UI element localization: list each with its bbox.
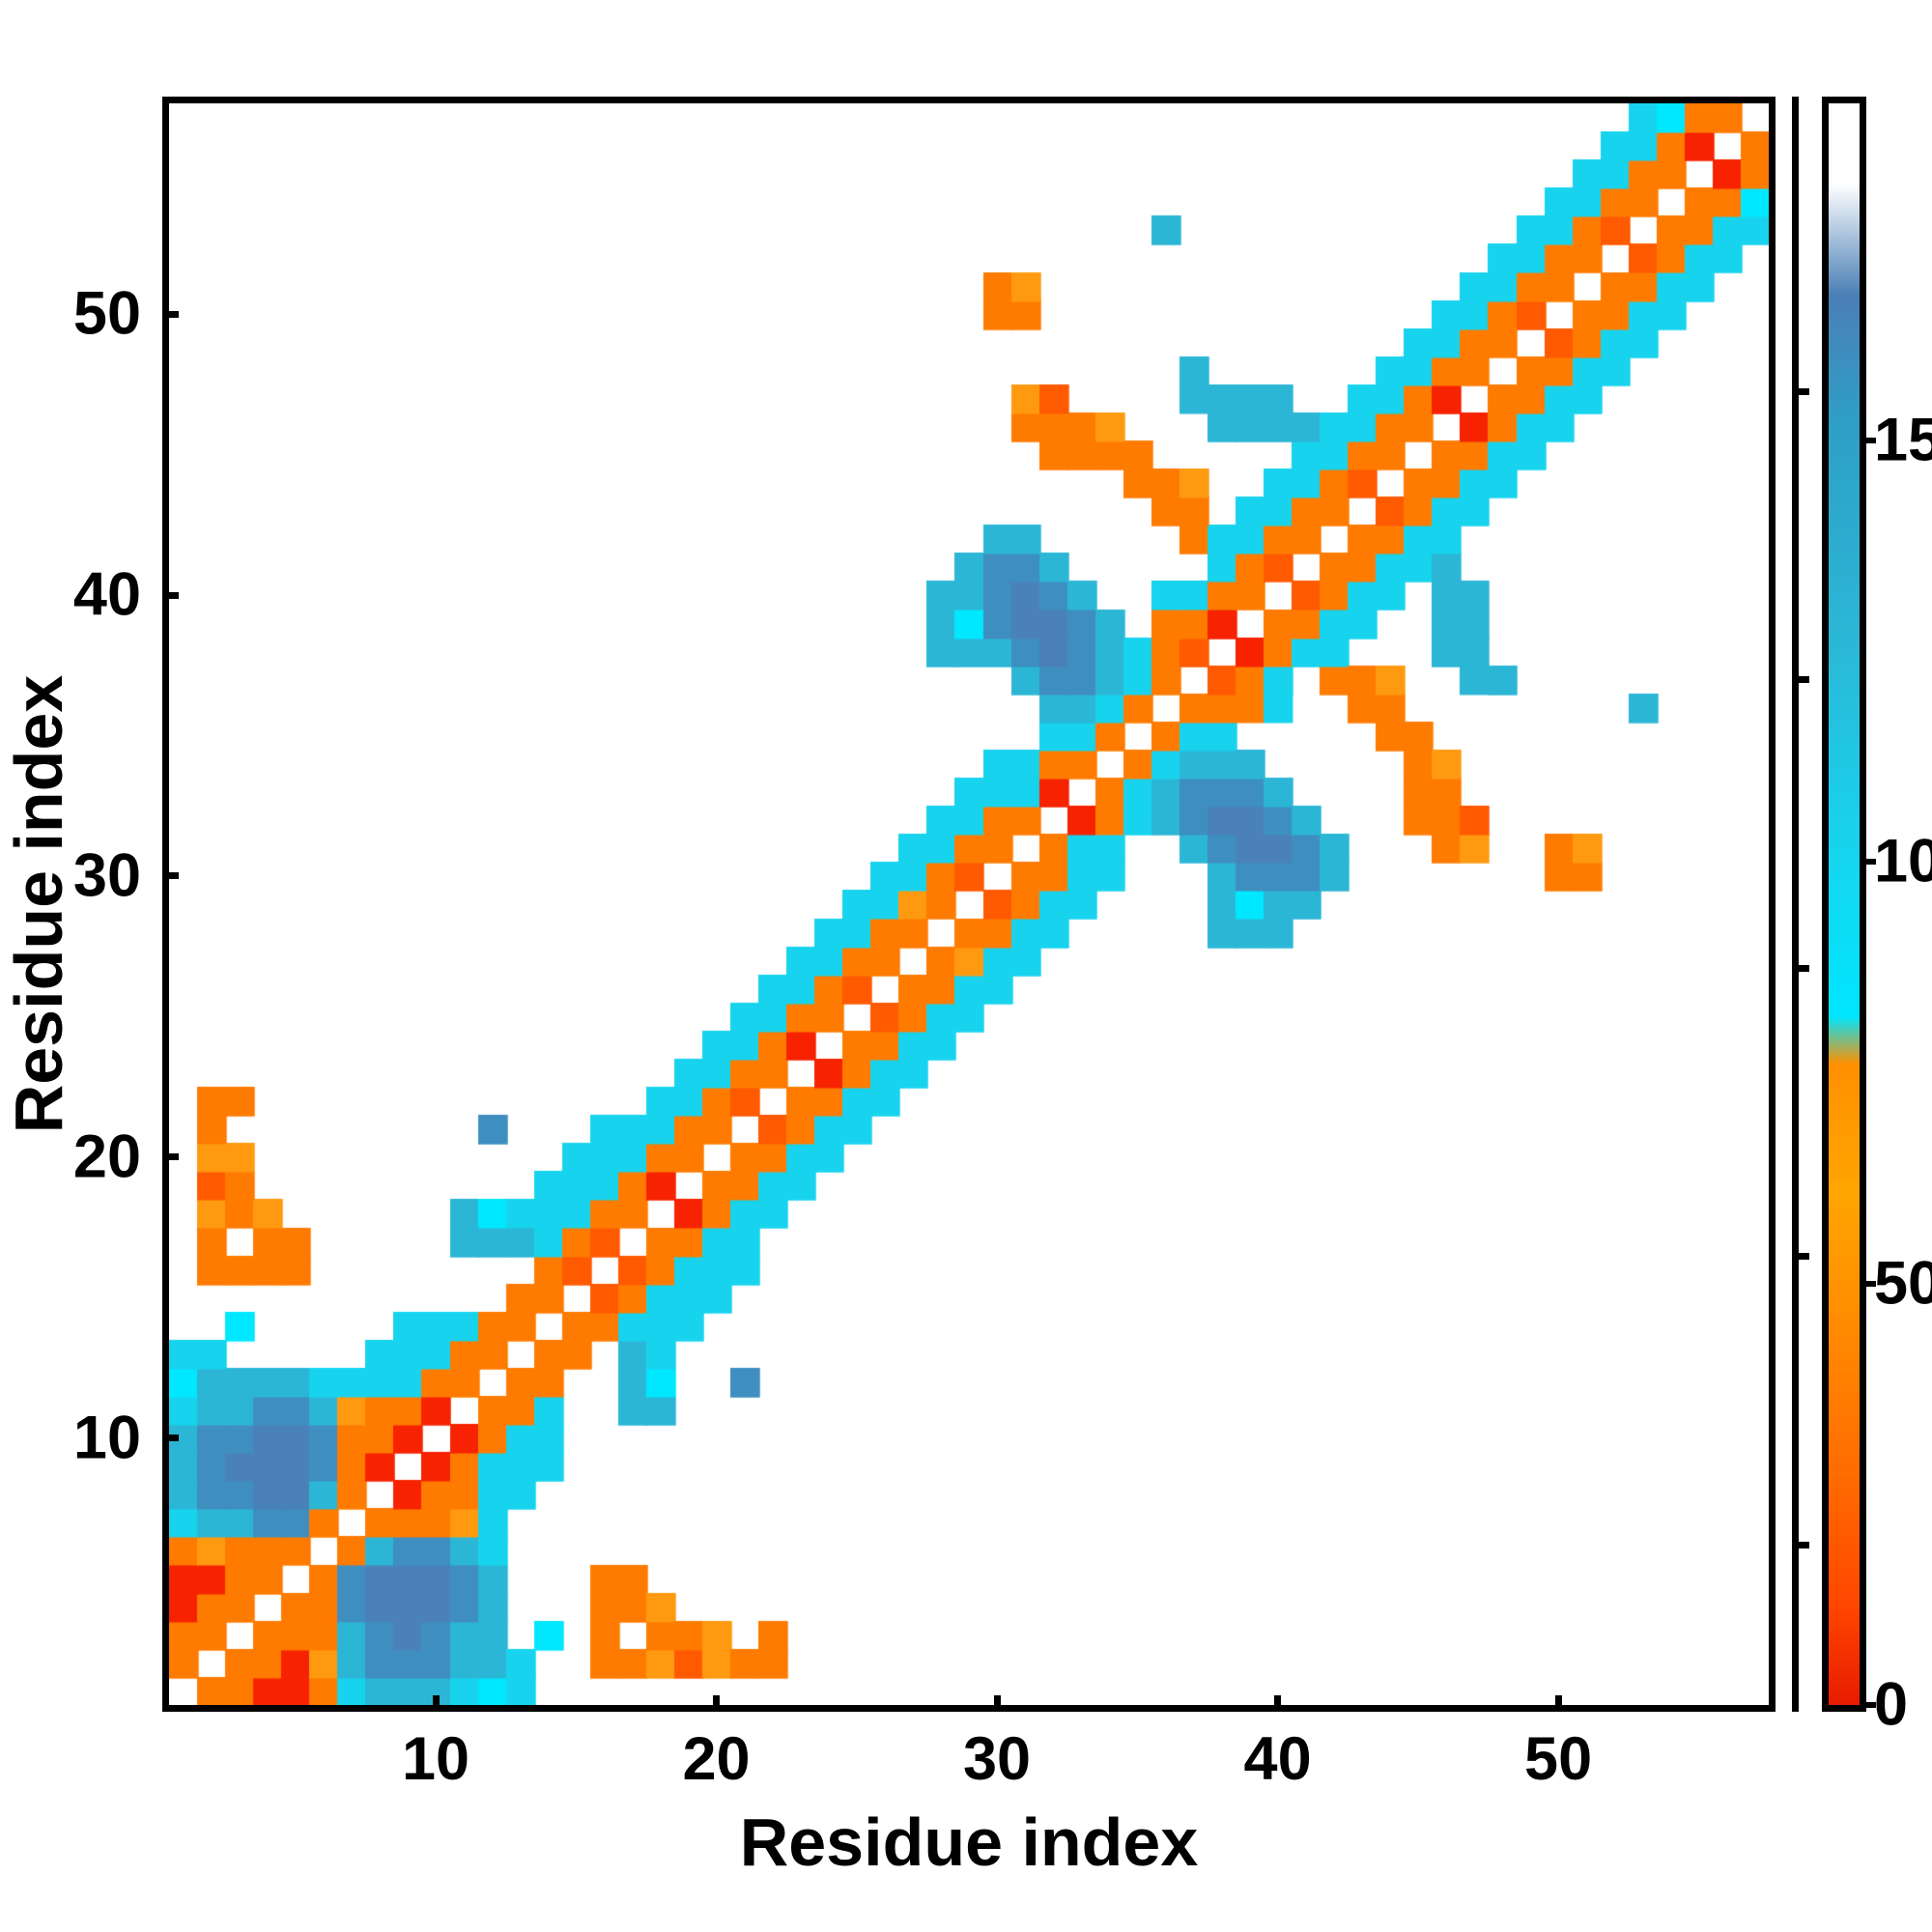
colorbar [1822,97,1866,1712]
colorbar-tick [1864,1280,1876,1287]
x-axis-tick [432,1695,440,1712]
x-axis-tick-label: 50 [1524,1725,1593,1793]
colorbar-tick [1864,438,1876,444]
y-axis-tick-label: 30 [72,841,141,910]
y-axis-tick-label: 10 [72,1404,141,1472]
x-axis-tick-label: 20 [682,1725,751,1793]
x-axis-tick [1274,1695,1282,1712]
x-axis-tick [713,1695,721,1712]
colorbar-tick [1864,859,1876,866]
colorbar-tick-label: 150 [1874,406,1932,474]
x-axis-tick-label: 40 [1243,1725,1312,1793]
colorbar-tick-label: 100 [1874,827,1932,895]
x-axis-tick [993,1695,1001,1712]
x-axis-tick [1554,1695,1562,1712]
contact-map-heatmap [169,103,1769,1705]
colorbar-outer-rule [1792,97,1799,1712]
x-axis-tick-label: 30 [963,1725,1032,1793]
y-axis-tick [162,1153,179,1161]
colorbar-tick [1864,1702,1876,1708]
colorbar-tick-label: 0 [1874,1670,1909,1739]
y-axis-tick [162,591,179,599]
x-axis-tick-label: 10 [401,1725,470,1793]
colorbar-outer-tick [1792,387,1809,395]
colorbar-outer-tick [1792,1541,1809,1548]
heatmap-plot-area [162,97,1776,1712]
x-axis-title: Residue index [739,1804,1199,1880]
y-axis-tick-label: 20 [72,1122,141,1191]
y-axis-tick [162,310,179,318]
colorbar-outer-tick [1792,676,1809,684]
colorbar-tick-label: 50 [1874,1249,1932,1318]
y-axis-tick [162,1435,179,1442]
colorbar-outer-tick [1792,964,1809,972]
y-axis-tick-label: 50 [72,279,141,348]
colorbar-gradient [1829,103,1860,1705]
y-axis-tick [162,872,179,880]
colorbar-outer-tick [1792,1253,1809,1261]
y-axis-tick-label: 40 [72,560,141,629]
